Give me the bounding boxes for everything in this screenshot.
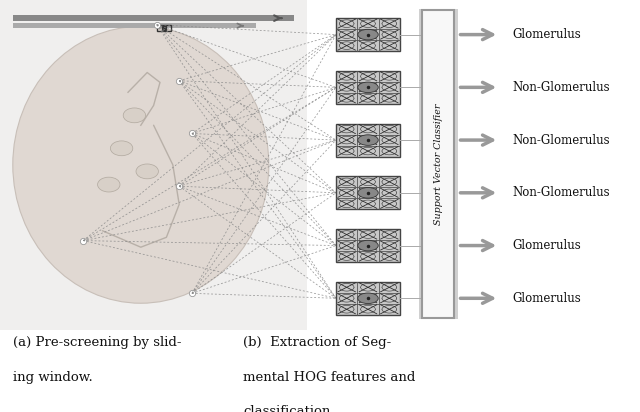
Text: Non-Glomerulus: Non-Glomerulus [512,81,610,94]
Bar [336,124,400,157]
FancyArrowPatch shape [460,30,493,40]
Text: classification: classification [243,405,331,412]
Circle shape [358,240,378,251]
Text: ing window.: ing window. [13,371,93,384]
Circle shape [358,82,378,93]
Bar [157,25,171,31]
Ellipse shape [136,164,159,179]
FancyArrowPatch shape [460,135,493,145]
Bar [336,18,400,51]
Bar [336,71,400,104]
Circle shape [358,29,378,40]
Text: Glomerulus: Glomerulus [512,292,580,305]
Bar [336,229,400,262]
Text: Support Vector Classifier: Support Vector Classifier [434,103,443,225]
Circle shape [358,187,378,198]
FancyArrowPatch shape [460,241,493,250]
Bar [336,282,400,315]
Text: mental HOG features and: mental HOG features and [243,371,415,384]
Text: Non-Glomerulus: Non-Glomerulus [512,186,610,199]
Bar [0,0,307,330]
Bar [422,10,454,318]
Text: Glomerulus: Glomerulus [512,239,580,252]
Text: Non-Glomerulus: Non-Glomerulus [512,133,610,147]
Text: (a) Pre-screening by slid-: (a) Pre-screening by slid- [13,336,181,349]
Circle shape [358,135,378,145]
Ellipse shape [13,26,269,303]
Bar [419,9,458,319]
Ellipse shape [110,141,133,156]
Text: Glomerulus: Glomerulus [512,28,580,41]
Bar [13,23,256,28]
Bar [336,176,400,209]
FancyArrowPatch shape [460,82,493,92]
Text: (b)  Extraction of Seg-: (b) Extraction of Seg- [243,336,392,349]
FancyArrowPatch shape [460,188,493,198]
Bar [13,16,294,21]
Circle shape [358,293,378,304]
Ellipse shape [123,108,146,123]
Ellipse shape [98,177,120,192]
FancyArrowPatch shape [460,293,493,303]
